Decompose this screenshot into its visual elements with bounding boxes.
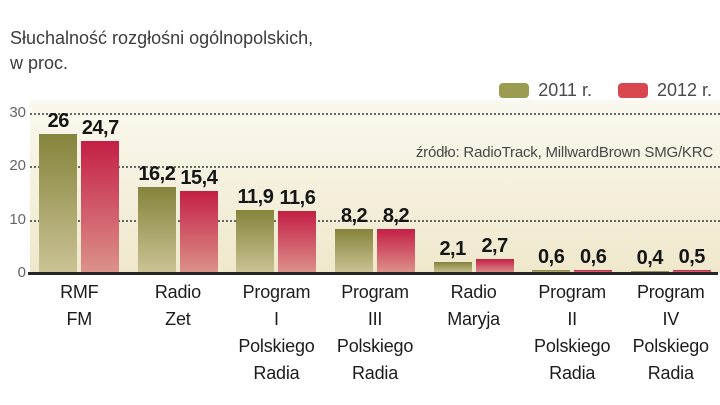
x-axis-line (28, 272, 718, 275)
bar-pair-1: 16,2 15,4 (137, 163, 218, 273)
bar-value-label: 0,6 (538, 245, 565, 268)
bar-2011-5: 0,6 (532, 246, 571, 273)
bar-2012-2: 11,6 (278, 187, 317, 273)
legend-label-2011: 2011 r. (538, 80, 592, 100)
bar-groups: 26 24,7 16,2 15,4 11,9 11,6 8,2 8,2 2,1 2,7 0,6 0,6… (30, 100, 720, 273)
legend-item-2011: 2011 r. (499, 80, 592, 101)
bar-value-label: 11,6 (279, 187, 316, 210)
y-tick-label-30: 30 (9, 104, 26, 121)
x-axis-label-4: Radio Maryja (447, 282, 500, 329)
bar-group-1: 16,2 15,4 (129, 100, 228, 273)
bar-pair-3: 8,2 8,2 (335, 205, 416, 273)
bar-value-label: 2,7 (481, 234, 508, 257)
bar-pair-5: 0,6 0,6 (532, 246, 613, 273)
legend-item-2012: 2012 r. (617, 80, 712, 101)
x-axis-label-5: Program II Polskiego Radia (534, 282, 611, 383)
bar-2012-3: 8,2 (377, 205, 416, 273)
bar-value-label: 15,4 (180, 166, 218, 189)
bar-group-0: 26 24,7 (30, 100, 129, 273)
legend-label-2012: 2012 r. (656, 80, 712, 100)
bar-2012-1: 15,4 (179, 167, 218, 273)
chart-title: Słuchalność rozgłośni ogólnopolskich, w … (10, 28, 314, 73)
legend-swatch-2011 (499, 83, 530, 98)
bar-pair-0: 26 24,7 (39, 110, 120, 273)
bar-value-label: 16,2 (138, 162, 176, 185)
bar-value-label: 8,2 (340, 205, 368, 228)
bar-pair-6: 0,4 0,5 (630, 246, 711, 273)
bar-value-label: 8,2 (382, 205, 410, 228)
bar-value-label: 11,9 (237, 185, 274, 208)
bar-pair-4: 2,1 2,7 (433, 235, 514, 273)
chart-legend: 2011 r. 2012 r. (499, 80, 712, 101)
x-axis-labels: RMF FM Radio Zet Program I Polskiego Radia… (30, 279, 720, 387)
bar-value-label: 26 (47, 110, 70, 133)
bar-value-label: 24,7 (81, 117, 119, 140)
bar-value-label: 2,1 (439, 237, 466, 260)
legend-swatch-2012 (617, 83, 648, 98)
bar-pair-2: 11,9 11,6 (236, 186, 317, 273)
x-axis-label-3: Program III Polskiego Radia (336, 282, 414, 383)
bar-group-2: 11,9 11,6 (227, 100, 326, 273)
bar-2011-3: 8,2 (335, 205, 374, 273)
bar-group-4: 2,1 2,7 (424, 100, 523, 273)
bar-value-label: 0,5 (678, 246, 706, 269)
bar-2011-0: 26 (39, 110, 78, 273)
y-tick-label-0: 0 (17, 264, 26, 281)
x-axis-label-2: Program I Polskiego Radia (238, 282, 315, 383)
bar-2011-4: 2,1 (433, 238, 472, 273)
gridline-30 (30, 113, 720, 115)
bar-2012-0: 24,7 (81, 117, 120, 273)
bar-2011-6: 0,4 (630, 247, 669, 273)
bar-group-6: 0,4 0,5 (621, 100, 720, 273)
x-axis-label-6: Program IV Polskiego Radia (632, 282, 709, 383)
gridline-20 (30, 166, 720, 169)
x-axis-label-1: Radio Zet (154, 282, 201, 329)
gridline-10 (30, 219, 720, 222)
bar-2011-1: 16,2 (137, 163, 176, 273)
bar-2012-5: 0,6 (574, 246, 613, 273)
bar-value-label: 0,6 (580, 245, 607, 268)
bar-value-label: 0,4 (636, 246, 664, 269)
bar-group-5: 0,6 0,6 (523, 100, 622, 273)
plot-area: 0 10 20 30 źródło: RadioTrack, MillwardBrow… (0, 100, 720, 281)
source-note: źródło: RadioTrack, MillwardBrown SMG/KR… (415, 144, 713, 161)
bar-group-3: 8,2 8,2 (326, 100, 425, 273)
bar-2012-6: 0,5 (672, 246, 711, 273)
bar-2012-4: 2,7 (475, 235, 514, 273)
y-tick-label-10: 10 (9, 210, 26, 228)
y-tick-label-20: 20 (9, 157, 26, 175)
x-axis-label-0: RMF FM (60, 282, 99, 329)
bar-2011-2: 11,9 (236, 186, 275, 273)
